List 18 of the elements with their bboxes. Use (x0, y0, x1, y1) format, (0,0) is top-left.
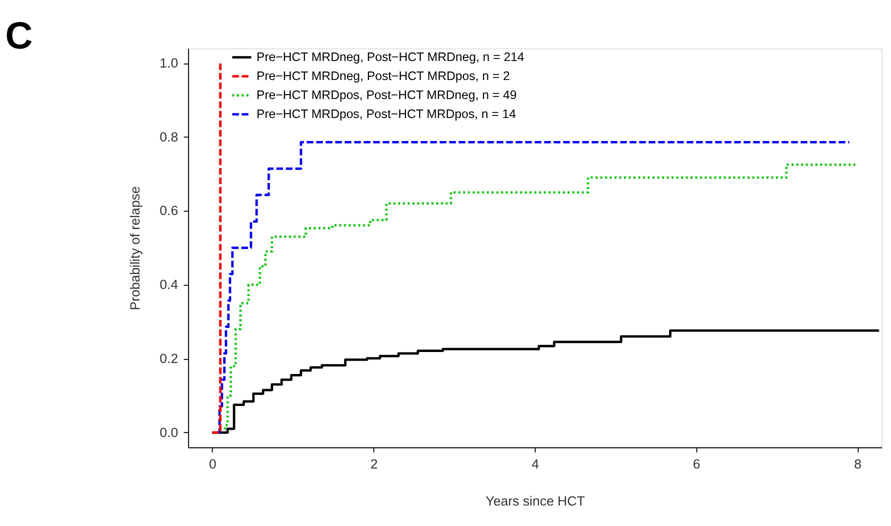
chart-title: C (5, 15, 33, 58)
y-tick-label: 1.0 (160, 55, 178, 70)
y-tick-label: 0.6 (160, 203, 178, 218)
y-tick-label: 0.2 (160, 350, 178, 366)
x-tick-label: 2 (370, 456, 378, 472)
y-tick-label: 0.0 (160, 424, 178, 440)
x-tick-label: 0 (209, 456, 216, 472)
legend-label: Pre−HCT MRDneg, Post−HCT MRDpos, n = 2 (256, 69, 510, 84)
x-tick-label: 6 (692, 456, 700, 472)
x-tick-label: 8 (854, 456, 862, 472)
legend-label: Pre−HCT MRDpos, Post−HCT MRDneg, n = 49 (256, 88, 517, 102)
y-tick-label: 0.8 (160, 129, 178, 144)
legend-label: Pre−HCT MRDneg, Post−HCT MRDneg, n = 214 (256, 50, 524, 64)
y-tick-label: 0.4 (160, 277, 178, 292)
legend-label: Pre−HCT MRDpos, Post−HCT MRDpos, n = 14 (256, 107, 516, 122)
y-axis-title: Probability of relapse (128, 186, 143, 310)
x-tick-label: 4 (532, 456, 539, 472)
x-axis-title: Years since HCT (486, 494, 585, 509)
